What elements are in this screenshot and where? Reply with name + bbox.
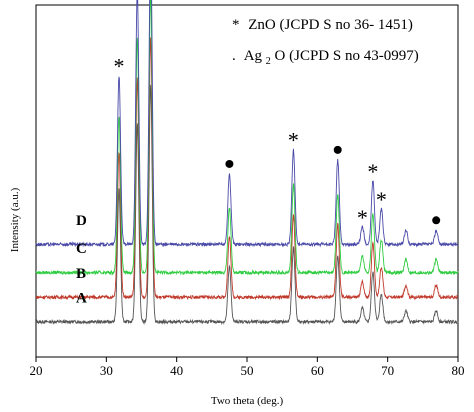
series-line-a [35, 84, 459, 326]
x-tick-label: 70 [381, 363, 394, 378]
x-tick-label: 30 [100, 363, 113, 378]
zno-peak-star: * [357, 205, 368, 230]
x-tick-label: 20 [30, 363, 43, 378]
series-label-a: A [76, 290, 87, 306]
y-axis-label: Intensity (a.u.) [9, 187, 21, 252]
series-label-b: B [76, 266, 86, 282]
legend-ag2o-symbol: . [232, 48, 236, 64]
legend-entry-ag2o: . Ag 2 O (JCPD S no 43-0997) [232, 48, 419, 68]
legend-zno-text: ZnO (JCPD S no 36- 1451) [248, 17, 413, 33]
zno-peak-star: * [367, 159, 378, 184]
zno-peak-star: * [376, 187, 387, 212]
x-tick-label: 80 [452, 363, 465, 378]
legend-ag2o-text-post: O (JCPD S no 43-0997) [275, 48, 419, 64]
series-label-d: D [76, 213, 87, 229]
peak-markers: ******* [113, 53, 441, 230]
ag2o-peak-dot [225, 159, 234, 168]
series-label-c: C [76, 241, 87, 257]
zno-peak-star: * [288, 127, 299, 152]
series-line-d [35, 0, 459, 248]
x-tick-label: 50 [241, 363, 254, 378]
ag2o-peak-dot [333, 145, 342, 154]
legend-zno-symbol: * [232, 17, 240, 33]
ag2o-peak-dot [432, 216, 441, 225]
legend-ag2o-text-pre: Ag [244, 48, 263, 64]
zno-peak-star: * [113, 53, 124, 78]
legend-ag2o-subscript: 2 [266, 56, 271, 67]
x-tick-label: 40 [170, 363, 183, 378]
x-tick-label: 60 [311, 363, 324, 378]
x-axis-label: Two theta (deg.) [211, 395, 284, 407]
series-layer [35, 0, 459, 326]
legend: * ZnO (JCPD S no 36- 1451) . Ag 2 O (JCP… [232, 17, 419, 68]
legend-entry-zno: * ZnO (JCPD S no 36- 1451) [232, 17, 413, 33]
x-axis-ticks: 20 30 40 50 60 70 80 [30, 357, 465, 378]
series-line-c [35, 0, 459, 276]
series-line-b [35, 37, 459, 301]
